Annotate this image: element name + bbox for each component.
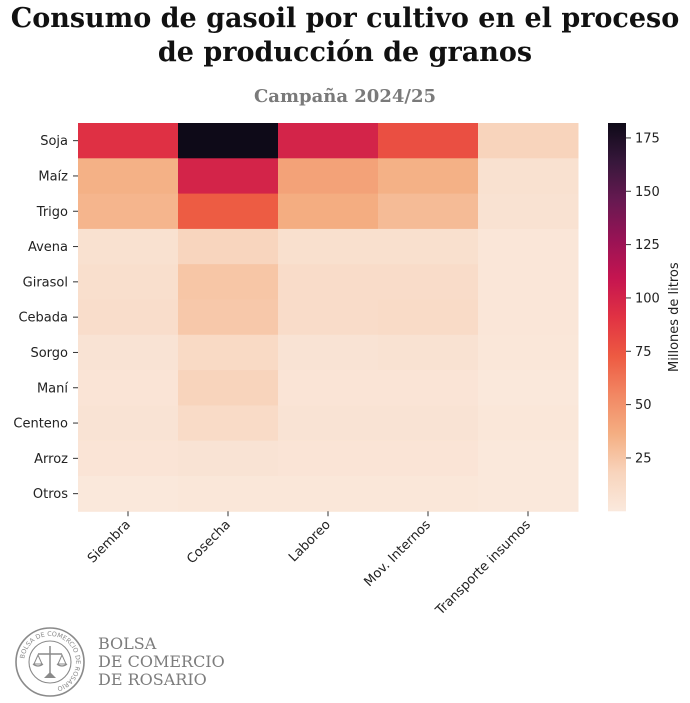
heatmap-cell — [278, 405, 379, 442]
colorbar — [608, 123, 626, 512]
heatmap-cell — [278, 193, 379, 230]
logo-text: BOLSA DE COMERCIO DE ROSARIO — [98, 635, 225, 689]
heatmap-cell — [278, 476, 379, 512]
heatmap-cell — [378, 228, 479, 265]
heatmap-cell — [478, 264, 579, 300]
heatmap-cell — [478, 334, 579, 371]
chart-subtitle: Campaña 2024/25 — [253, 86, 437, 107]
heatmap-cell — [378, 123, 479, 159]
heatmap-cell — [278, 334, 379, 371]
heatmap-cell — [378, 264, 479, 300]
heatmap-cell — [478, 299, 579, 336]
y-tick-label: Girasol — [23, 275, 68, 290]
colorbar-label: Millones de litros — [667, 262, 682, 372]
heatmap-cell — [278, 370, 379, 406]
x-tick-label: Siembra — [85, 518, 134, 567]
heatmap-cell — [78, 405, 179, 442]
y-tick-label: Trigo — [36, 205, 68, 220]
heatmap-cell — [78, 476, 179, 512]
heatmap-cell — [378, 299, 479, 336]
y-tick-label: Arroz — [34, 452, 68, 467]
colorbar-tick-label: 25 — [635, 451, 652, 466]
heatmap-cell — [478, 440, 579, 477]
y-tick-label: Avena — [28, 240, 68, 255]
heatmap-cell — [278, 299, 379, 336]
heatmap-cell — [478, 228, 579, 265]
chart-title-line-1: Consumo de gasoil por cultivo en el proc… — [10, 3, 680, 34]
y-tick-label: Maíz — [38, 169, 68, 184]
heatmap-cell — [78, 123, 179, 159]
heatmap-cell — [478, 158, 579, 195]
heatmap-cell — [378, 440, 479, 477]
y-tick-label: Sorgo — [30, 346, 68, 361]
heatmap-cell — [78, 334, 179, 371]
heatmap-cell — [278, 440, 379, 477]
heatmap-cell — [478, 193, 579, 230]
heatmap-cell — [378, 370, 479, 406]
heatmap-cell — [378, 158, 479, 195]
logo: BOLSA DE COMERCIO DE ROSARIO BOLSA DE CO… — [14, 626, 314, 698]
heatmap-cell — [78, 264, 179, 300]
y-tick-label: Cebada — [18, 311, 68, 326]
y-tick-label: Otros — [33, 487, 68, 502]
heatmap-cell — [178, 193, 279, 230]
colorbar-tick-label: 75 — [635, 345, 652, 360]
heatmap-cell — [178, 299, 279, 336]
x-tick-label: Mov. Internos — [361, 517, 434, 590]
colorbar-tick-label: 125 — [635, 238, 660, 253]
heatmap-cell — [278, 228, 379, 265]
heatmap-cell — [478, 405, 579, 442]
y-tick-label: Maní — [37, 381, 68, 396]
logo-line-2: DE COMERCIO — [98, 652, 225, 671]
heatmap-cell — [378, 334, 479, 371]
logo-line-3: DE ROSARIO — [98, 670, 207, 689]
heatmap-cell — [78, 440, 179, 477]
colorbar-tick-label: 50 — [635, 398, 652, 413]
heatmap-cell — [278, 158, 379, 195]
heatmap-cell — [278, 264, 379, 300]
colorbar-tick-label: 100 — [635, 291, 660, 306]
heatmap-cell — [78, 228, 179, 265]
heatmap-cell — [178, 334, 279, 371]
heatmap-cell — [178, 158, 279, 195]
heatmap-cell — [178, 264, 279, 300]
x-tick-label: Transporte insumos — [432, 517, 534, 619]
heatmap-cell — [378, 476, 479, 512]
heatmap-cell — [178, 405, 279, 442]
x-tick-label: Laboreo — [286, 517, 334, 565]
chart-title-line-2: de producción de granos — [157, 37, 533, 68]
colorbar-tick-label: 150 — [635, 185, 660, 200]
heatmap-cell — [478, 123, 579, 159]
heatmap-cell — [178, 228, 279, 265]
heatmap-cell — [78, 158, 179, 195]
chart-title: Consumo de gasoil por cultivo en el proc… — [0, 2, 690, 70]
heatmap-cell — [378, 193, 479, 230]
heatmap-cell — [78, 193, 179, 230]
seal-icon: BOLSA DE COMERCIO DE ROSARIO — [15, 627, 85, 697]
heatmap-cell — [78, 370, 179, 406]
heatmap-cell — [178, 123, 279, 159]
x-tick-label: Cosecha — [184, 518, 234, 568]
heatmap-cell — [478, 370, 579, 406]
heatmap-cell — [78, 299, 179, 336]
heatmap-cell — [178, 370, 279, 406]
heatmap-cell — [278, 123, 379, 159]
y-tick-label: Centeno — [13, 417, 68, 432]
heatmap-cell — [178, 476, 279, 512]
y-tick-label: Soja — [40, 134, 68, 149]
logo-line-1: BOLSA — [98, 634, 157, 653]
colorbar-tick-label: 175 — [635, 131, 660, 146]
heatmap-cell — [178, 440, 279, 477]
heatmap-cell — [378, 405, 479, 442]
heatmap-cell — [478, 476, 579, 512]
